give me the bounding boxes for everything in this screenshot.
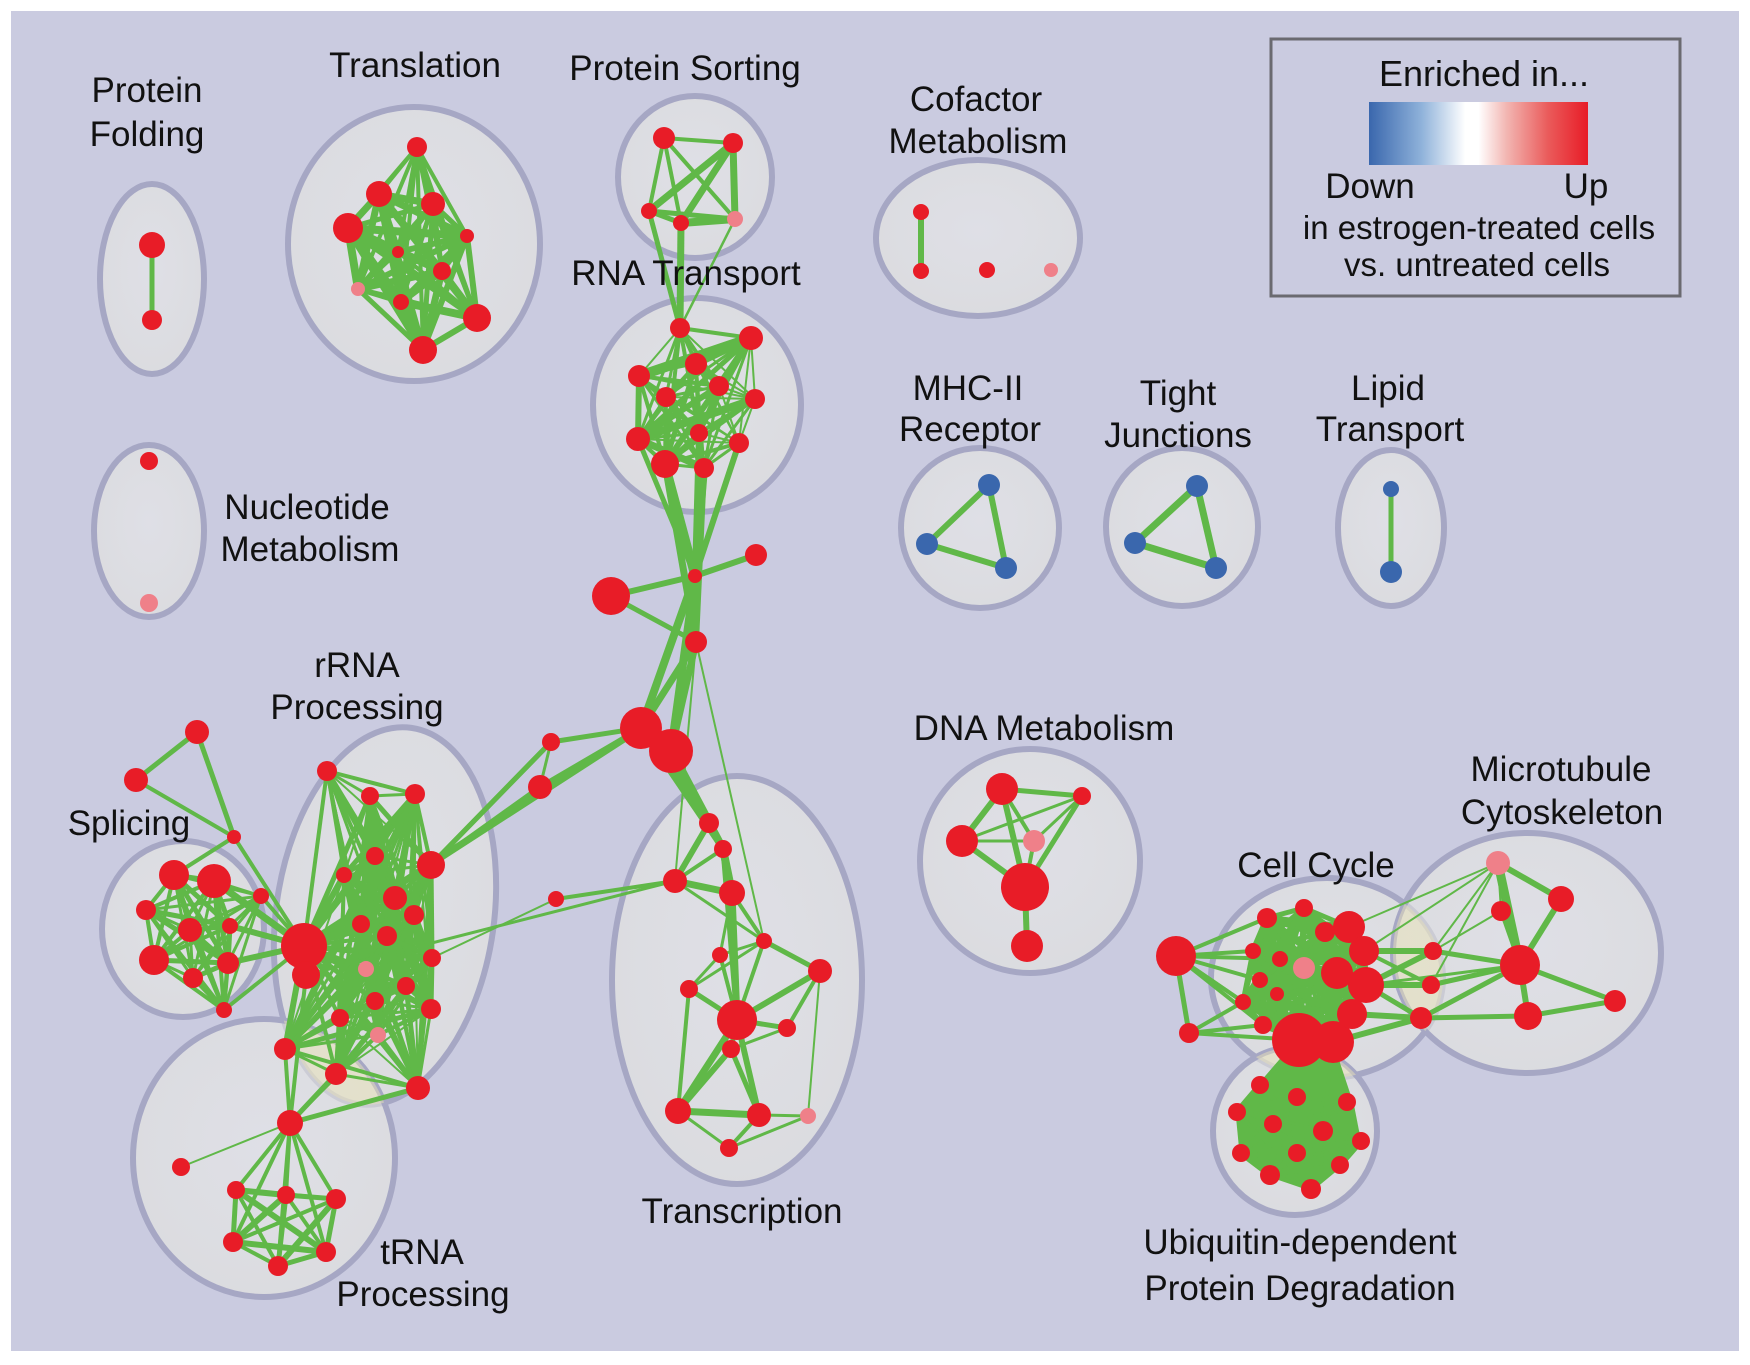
svg-text:Lipid: Lipid — [1351, 369, 1425, 408]
svg-text:tRNA: tRNA — [380, 1233, 464, 1272]
svg-text:Splicing: Splicing — [68, 804, 191, 843]
svg-text:Cytoskeleton: Cytoskeleton — [1461, 793, 1663, 832]
svg-text:Down: Down — [1325, 167, 1414, 206]
svg-text:Up: Up — [1564, 167, 1609, 206]
svg-text:Protein Sorting: Protein Sorting — [569, 49, 801, 88]
svg-text:Microtubule: Microtubule — [1471, 750, 1652, 789]
svg-text:DNA Metabolism: DNA Metabolism — [914, 709, 1175, 748]
svg-text:Ubiquitin-dependent: Ubiquitin-dependent — [1143, 1223, 1457, 1262]
svg-text:Transport: Transport — [1316, 410, 1465, 449]
svg-text:Protein Degradation: Protein Degradation — [1144, 1269, 1455, 1308]
svg-text:Cofactor: Cofactor — [910, 80, 1043, 119]
svg-text:Cell Cycle: Cell Cycle — [1237, 846, 1395, 885]
svg-text:in estrogen-treated cells: in estrogen-treated cells — [1303, 209, 1655, 246]
svg-text:Translation: Translation — [329, 46, 501, 85]
svg-text:Receptor: Receptor — [899, 410, 1041, 449]
svg-text:Metabolism: Metabolism — [889, 122, 1068, 161]
svg-text:Junctions: Junctions — [1104, 416, 1252, 455]
svg-text:RNA Transport: RNA Transport — [571, 254, 801, 293]
svg-text:Nucleotide: Nucleotide — [224, 488, 389, 527]
svg-text:Metabolism: Metabolism — [221, 530, 400, 569]
svg-text:Tight: Tight — [1140, 374, 1217, 413]
svg-text:Protein: Protein — [92, 71, 203, 110]
svg-text:rRNA: rRNA — [314, 646, 400, 685]
svg-text:MHC-II: MHC-II — [913, 369, 1024, 408]
svg-text:vs. untreated cells: vs. untreated cells — [1344, 246, 1610, 283]
svg-text:Enriched in...: Enriched in... — [1379, 53, 1589, 94]
svg-text:Processing: Processing — [270, 688, 443, 727]
svg-text:Folding: Folding — [90, 115, 205, 154]
svg-text:Transcription: Transcription — [642, 1192, 843, 1231]
svg-text:Processing: Processing — [336, 1275, 509, 1314]
